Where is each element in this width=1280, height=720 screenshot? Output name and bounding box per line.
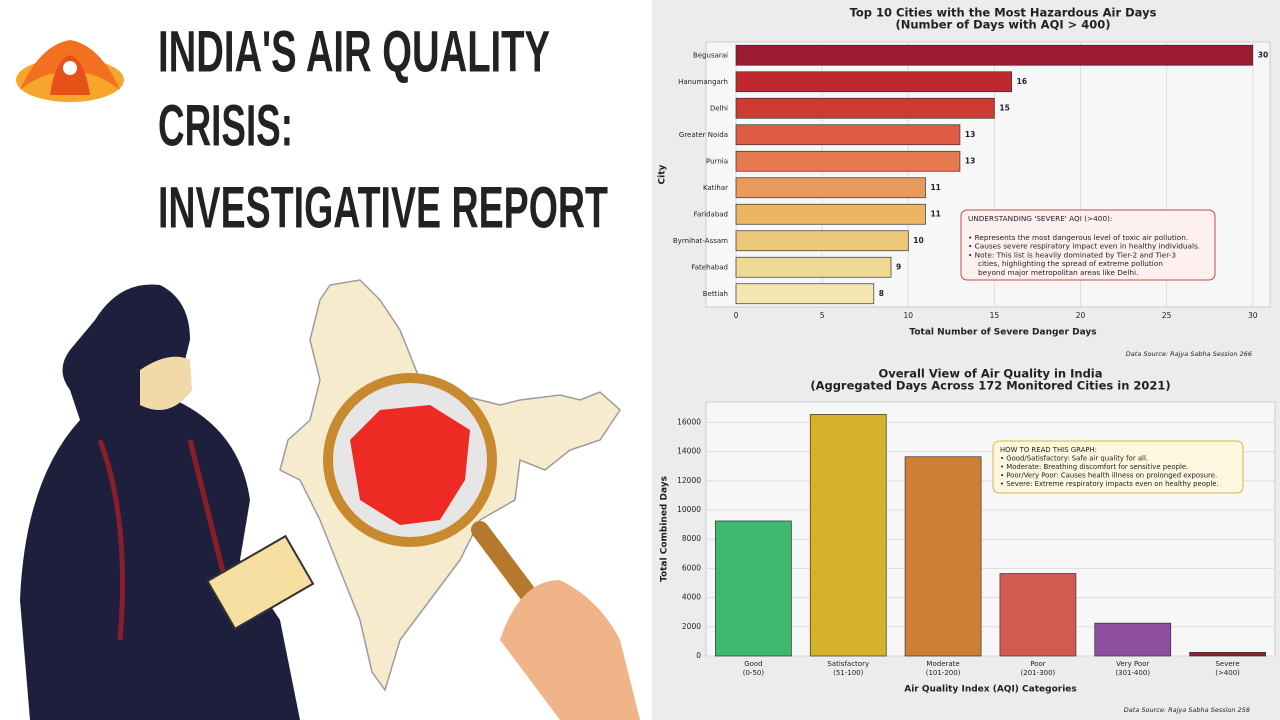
x-tick-label: 15 bbox=[990, 311, 1000, 320]
y-tick-label: Katihar bbox=[703, 184, 728, 192]
y-tick-label: 10000 bbox=[677, 505, 701, 514]
y-axis-label: City bbox=[658, 164, 668, 184]
x-tick-label: 5 bbox=[820, 311, 825, 320]
x-tick-range: (301-400) bbox=[1115, 669, 1150, 677]
x-tick-range: (0-50) bbox=[743, 669, 765, 677]
x-tick-range: (>400) bbox=[1215, 669, 1240, 677]
bar bbox=[715, 520, 792, 657]
y-tick-label: Bettiah bbox=[703, 290, 728, 298]
y-tick-label: 8000 bbox=[682, 534, 701, 543]
chart-title: Overall View of Air Quality in India bbox=[878, 367, 1102, 381]
y-tick-label: Greater Noida bbox=[679, 131, 728, 139]
y-tick-label: Byrnihat-Assam bbox=[673, 237, 728, 245]
chart-subtitle: (Number of Days with AQI > 400) bbox=[895, 18, 1110, 32]
annotation-line: cities, highlighting the spread of extre… bbox=[978, 259, 1163, 268]
value-label: 11 bbox=[930, 183, 940, 192]
x-tick-label: 30 bbox=[1248, 311, 1258, 320]
y-tick-label: Fatehabad bbox=[691, 263, 728, 271]
x-tick-label: Severe bbox=[1215, 660, 1239, 668]
y-tick-label: 0 bbox=[696, 651, 701, 660]
value-label: 16 bbox=[1017, 77, 1027, 86]
bar bbox=[735, 97, 995, 119]
value-label: 11 bbox=[930, 209, 940, 218]
annotation-box bbox=[992, 440, 1244, 494]
bar bbox=[1094, 622, 1172, 657]
annotation-line: HOW TO READ THIS GRAPH: bbox=[1000, 446, 1097, 454]
x-tick-label: Very Poor bbox=[1116, 660, 1149, 668]
bar bbox=[735, 71, 1012, 93]
value-label: 15 bbox=[999, 103, 1009, 112]
bar bbox=[735, 256, 892, 278]
value-label: 13 bbox=[965, 130, 975, 139]
annotation-box bbox=[960, 209, 1216, 281]
mask bbox=[140, 356, 192, 410]
y-tick-label: 6000 bbox=[682, 563, 701, 572]
bar bbox=[999, 573, 1077, 657]
title-line: INVESTIGATIVE REPORT bbox=[158, 175, 608, 240]
x-tick-label: Good bbox=[744, 660, 762, 668]
bar bbox=[904, 456, 982, 657]
annotation-line: • Note: This list is heavily dominated b… bbox=[968, 250, 1176, 259]
x-axis-label: Total Number of Severe Danger Days bbox=[909, 328, 1096, 338]
chart-subtitle: (Aggregated Days Across 172 Monitored Ci… bbox=[810, 379, 1170, 393]
y-tick-label: Faridabad bbox=[694, 210, 728, 218]
annotation-line: • Poor/Very Poor: Causes health illness … bbox=[1000, 472, 1217, 480]
x-tick-label: 20 bbox=[1076, 311, 1086, 320]
value-label: 9 bbox=[896, 262, 901, 271]
bar bbox=[809, 414, 887, 657]
annotation-line: • Represents the most dangerous level of… bbox=[968, 233, 1188, 242]
x-tick-range: (51-100) bbox=[833, 669, 864, 677]
bar bbox=[735, 44, 1254, 66]
x-axis-label: Air Quality Index (AQI) Categories bbox=[904, 685, 1077, 695]
bar bbox=[735, 177, 926, 199]
bar bbox=[1189, 652, 1266, 657]
y-tick-label: 14000 bbox=[677, 447, 701, 456]
x-tick-label: Poor bbox=[1030, 660, 1046, 668]
notepad bbox=[206, 534, 315, 631]
value-label: 13 bbox=[965, 156, 975, 165]
x-tick-label: 0 bbox=[734, 311, 739, 320]
data-source: Data Source: Rajya Sabha Session 266 bbox=[1126, 350, 1252, 358]
chart-title: Top 10 Cities with the Most Hazardous Ai… bbox=[850, 6, 1157, 20]
annotation-line: UNDERSTANDING 'SEVERE' AQI (>400): bbox=[968, 214, 1112, 223]
delhi-highlight bbox=[350, 405, 470, 525]
y-tick-label: 2000 bbox=[682, 622, 701, 631]
value-label: 8 bbox=[879, 289, 884, 298]
y-tick-label: 12000 bbox=[677, 476, 701, 485]
title-line: CRISIS: bbox=[158, 93, 293, 158]
title-line: INDIA'S AIR QUALITY bbox=[158, 19, 550, 84]
annotation-line: • Moderate: Breathing discomfort for sen… bbox=[1000, 463, 1188, 471]
x-tick-range: (101-200) bbox=[926, 669, 961, 677]
value-label: 10 bbox=[913, 236, 923, 245]
bar bbox=[735, 150, 961, 172]
annotation-line: beyond major metropolitan areas like Del… bbox=[978, 268, 1138, 277]
annotation-line: • Causes severe respiratory impact even … bbox=[968, 242, 1200, 251]
y-tick-label: Purnia bbox=[706, 157, 728, 165]
x-tick-label: 25 bbox=[1162, 311, 1172, 320]
bar bbox=[735, 124, 961, 146]
bar bbox=[735, 230, 909, 252]
bar bbox=[735, 203, 926, 225]
y-tick-label: Begusarai bbox=[693, 51, 728, 59]
y-tick-label: Delhi bbox=[710, 104, 728, 112]
logo bbox=[16, 40, 124, 102]
annotation-line: • Good/Satisfactory: Safe air quality fo… bbox=[1000, 455, 1148, 463]
x-tick-label: Satisfactory bbox=[827, 660, 869, 668]
data-source: Data Source: Rajya Sabha Session 258 bbox=[1124, 706, 1250, 714]
value-label: 30 bbox=[1258, 50, 1268, 59]
y-tick-label: 4000 bbox=[682, 593, 701, 602]
x-tick-label: 10 bbox=[903, 311, 913, 320]
x-tick-label: Moderate bbox=[926, 660, 959, 668]
hand bbox=[500, 580, 640, 720]
annotation-line: • Severe: Extreme respiratory impacts ev… bbox=[1000, 480, 1219, 488]
y-tick-label: 16000 bbox=[677, 417, 701, 426]
x-tick-range: (201-300) bbox=[1021, 669, 1056, 677]
y-tick-label: Hanumangarh bbox=[678, 78, 728, 86]
y-axis-label: Total Combined Days bbox=[660, 476, 670, 582]
bar bbox=[735, 283, 875, 305]
